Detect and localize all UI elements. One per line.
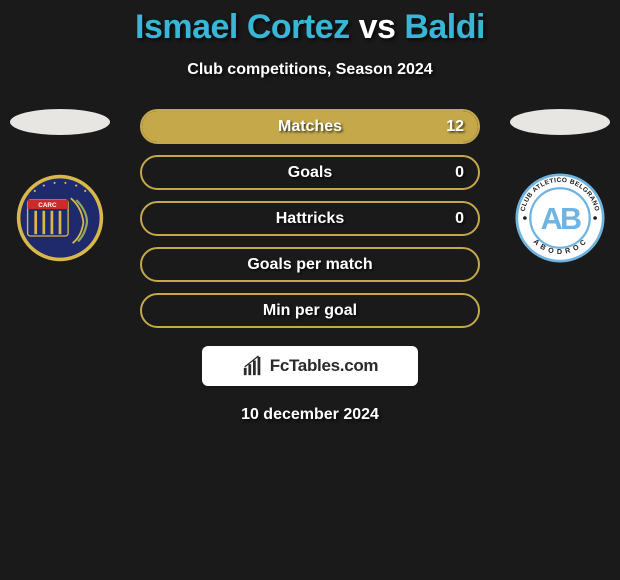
stat-row: Goals per match (140, 247, 480, 282)
branding-text: FcTables.com (270, 356, 379, 376)
stat-row: Goals 0 (140, 155, 480, 190)
svg-text:CARC: CARC (38, 202, 57, 209)
stat-label: Min per goal (263, 302, 357, 320)
stat-value-right: 12 (446, 118, 464, 136)
stat-label: Goals (288, 164, 332, 182)
rosario-central-crest-icon: CARC (15, 173, 105, 263)
comparison-title: Ismael Cortez vs Baldi (0, 0, 620, 47)
stat-row: Min per goal (140, 293, 480, 328)
player1-avatar-placeholder (10, 109, 110, 135)
stat-row: Matches 12 (140, 109, 480, 144)
belgrano-crest-icon: CLUB ATLETICO BELGRANO A B O D R O C AB (515, 173, 605, 263)
stat-value-right: 0 (455, 210, 464, 228)
player1-club-crest: CARC (15, 173, 105, 263)
stat-label: Matches (278, 118, 342, 136)
snapshot-date: 10 december 2024 (0, 406, 620, 424)
player1-name: Ismael Cortez (135, 8, 350, 46)
stat-row: Hattricks 0 (140, 201, 480, 236)
player2-name: Baldi (404, 8, 485, 46)
bar-chart-icon (242, 355, 264, 377)
player2-side: CLUB ATLETICO BELGRANO A B O D R O C AB (500, 109, 620, 263)
stat-label: Hattricks (276, 210, 344, 228)
comparison-body: CARC (0, 109, 620, 328)
branding-badge: FcTables.com (202, 346, 418, 386)
svg-text:AB: AB (541, 202, 581, 236)
stat-value-right: 0 (455, 164, 464, 182)
player1-side: CARC (0, 109, 120, 263)
vs-label: vs (359, 8, 396, 46)
player2-club-crest: CLUB ATLETICO BELGRANO A B O D R O C AB (515, 173, 605, 263)
player2-avatar-placeholder (510, 109, 610, 135)
stat-label: Goals per match (247, 256, 372, 274)
season-subtitle: Club competitions, Season 2024 (0, 61, 620, 79)
stat-rows: Matches 12 Goals 0 Hattricks 0 Goals per match… (140, 109, 480, 328)
